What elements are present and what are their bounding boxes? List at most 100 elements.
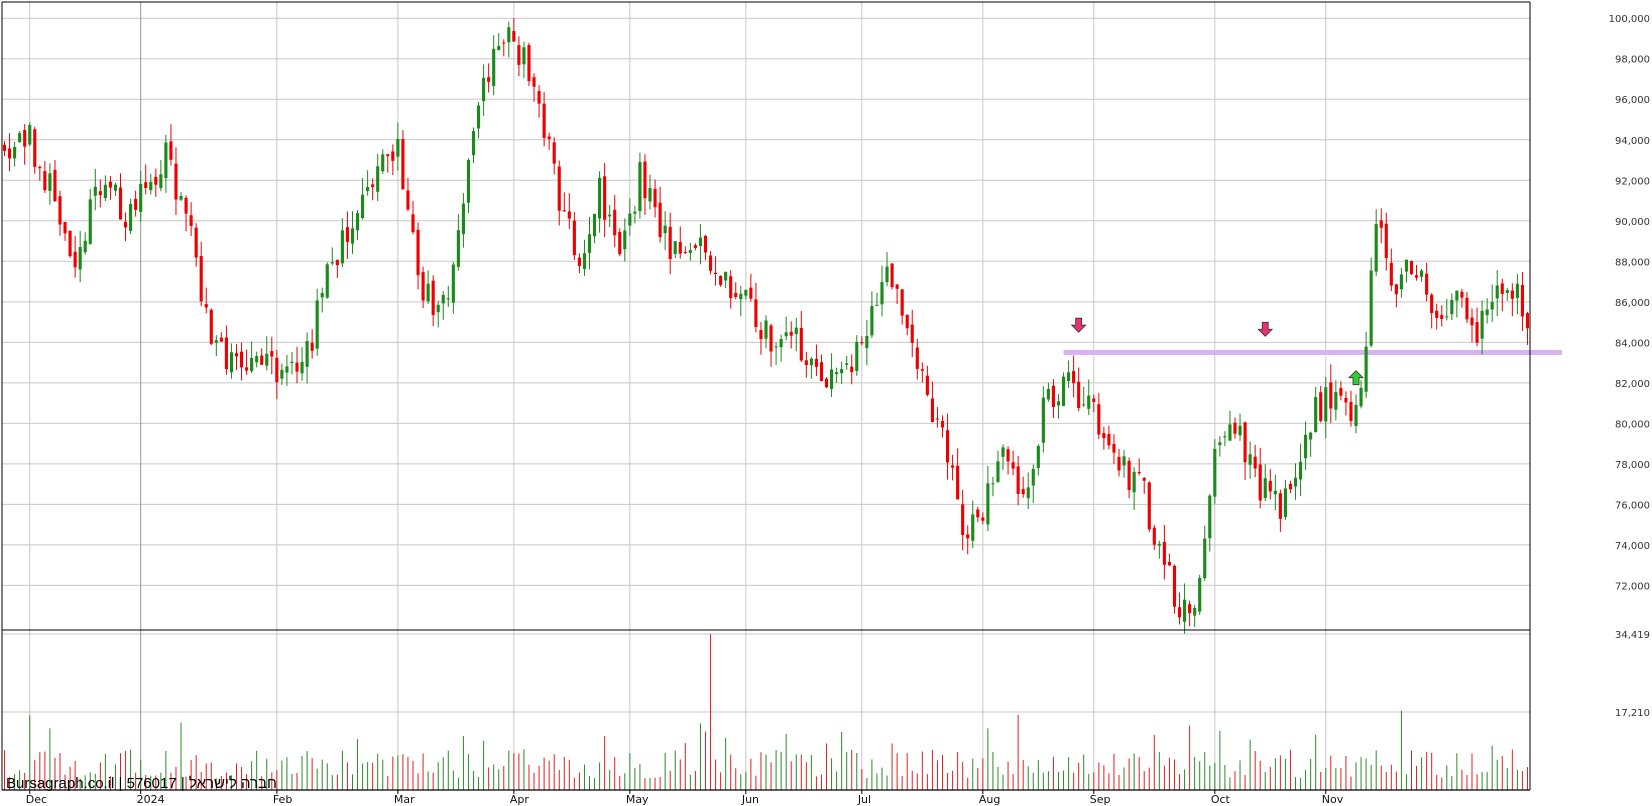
support-line-bar [1063, 349, 1562, 355]
candle-body [381, 154, 385, 172]
candle-body [1404, 259, 1409, 272]
candle-body [920, 369, 924, 371]
candle-body [1455, 290, 1459, 301]
candle-body [522, 47, 526, 65]
candle-body [764, 320, 768, 339]
candle-body [1001, 447, 1005, 457]
candle-body [552, 142, 556, 164]
candle-body [456, 230, 460, 267]
candle-body [623, 230, 627, 250]
price-tick-label: 76,000 [1615, 500, 1650, 511]
candle-body [164, 142, 168, 179]
candle-body [461, 203, 465, 235]
candle-body [1132, 472, 1136, 493]
candle-body [209, 309, 213, 344]
candle-body [350, 228, 355, 244]
candle-body [1046, 388, 1050, 400]
candle-body [53, 169, 57, 202]
candle-body [315, 300, 319, 349]
candle-body [1031, 468, 1035, 486]
candle-body [476, 105, 481, 129]
candle-body [260, 355, 264, 365]
candle-body [613, 209, 617, 236]
candle-body [1314, 397, 1318, 432]
candle-body [1188, 604, 1192, 614]
candle-body [673, 241, 677, 254]
candle-body [1041, 397, 1045, 443]
candle-body [708, 255, 713, 271]
candle-body [471, 131, 476, 156]
candle-body [355, 213, 360, 231]
candle-body [1268, 480, 1272, 492]
candle-body [688, 250, 692, 253]
candle-body [724, 271, 728, 281]
candle-body [1369, 270, 1373, 346]
candle-body [799, 327, 803, 361]
candle-body [1253, 456, 1257, 469]
candle-body [270, 351, 274, 357]
candle-body [739, 293, 743, 300]
candle-body [845, 363, 849, 365]
candle-body [1026, 487, 1030, 499]
candle-body [184, 197, 188, 214]
candle-body [1107, 433, 1111, 446]
candle-body [431, 280, 435, 316]
candle-body [875, 304, 879, 306]
candle-body [996, 461, 1000, 482]
candle-body [935, 418, 940, 420]
candle-body [744, 290, 748, 296]
candle-body [663, 225, 667, 234]
price-tick-label: 88,000 [1615, 257, 1650, 268]
candle-body [1324, 387, 1328, 422]
candle-body [169, 141, 173, 160]
candle-body [991, 483, 995, 485]
candle-body [219, 337, 223, 342]
candle-body [13, 146, 17, 159]
candle-body [961, 504, 965, 536]
candle-body [714, 272, 718, 275]
candle-body [33, 129, 37, 167]
candle-body [608, 214, 612, 217]
candle-body [1480, 310, 1484, 339]
candle-body [683, 251, 687, 253]
candle-body [1193, 607, 1197, 616]
support-line [1063, 349, 1562, 355]
candle-body [759, 330, 763, 339]
candle-body [1218, 442, 1222, 446]
candle-body [482, 77, 486, 102]
candle-body [265, 353, 269, 366]
candle-body [638, 161, 642, 212]
candle-body [749, 287, 753, 299]
candle-body [1364, 346, 1368, 392]
candle-body [83, 240, 87, 253]
candle-body [305, 341, 309, 367]
candle-body [1067, 372, 1071, 382]
candle-body [870, 306, 874, 336]
candle-body [275, 357, 279, 383]
candle-body [840, 369, 844, 374]
candle-body [108, 181, 112, 188]
candle-body [1182, 599, 1187, 622]
price-tick-label: 74,000 [1615, 541, 1650, 552]
candle-body [23, 129, 27, 147]
candle-body [325, 264, 329, 298]
candle-body [1510, 290, 1514, 299]
candle-body [981, 517, 985, 521]
candle-body [406, 190, 410, 210]
candle-body [1238, 425, 1242, 436]
candle-body [73, 251, 77, 268]
candle-body [255, 356, 259, 363]
candle-body [527, 45, 531, 82]
price-tick-label: 78,000 [1615, 460, 1650, 471]
candle-body [1460, 291, 1464, 298]
candle-body [819, 362, 824, 382]
candle-body [310, 342, 314, 351]
candle-body [628, 213, 632, 226]
candle-body [754, 299, 758, 328]
candle-body [139, 183, 143, 212]
candle-body [1208, 495, 1212, 539]
candle-body [774, 346, 778, 348]
candle-body [618, 231, 622, 255]
candle-body [250, 358, 254, 372]
candle-body [144, 182, 148, 188]
